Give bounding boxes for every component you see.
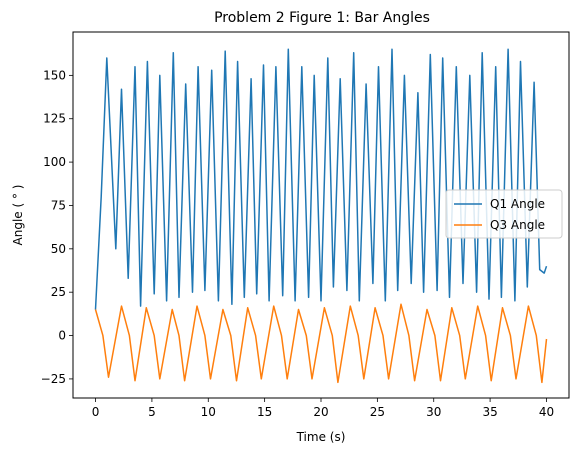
x-tick-label: 10 xyxy=(201,405,216,419)
x-tick-label: 35 xyxy=(482,405,497,419)
x-tick-label: 0 xyxy=(92,405,100,419)
x-tick-label: 5 xyxy=(148,405,156,419)
legend-label-q1: Q1 Angle xyxy=(490,197,545,211)
x-tick-label: 30 xyxy=(426,405,441,419)
y-tick-label: 150 xyxy=(43,68,66,82)
x-tick-label: 40 xyxy=(539,405,554,419)
x-axis-label: Time (s) xyxy=(296,430,346,444)
x-tick-label: 20 xyxy=(313,405,328,419)
y-tick-label: 125 xyxy=(43,112,66,126)
y-axis-label: Angle ( ° ) xyxy=(11,185,25,246)
y-tick-label: 0 xyxy=(58,329,66,343)
y-tick-label: 25 xyxy=(51,285,66,299)
series-line-q1 xyxy=(94,48,548,310)
y-tick-label: 50 xyxy=(51,242,66,256)
legend-box xyxy=(445,189,563,239)
y-axis-ticks: −25 0 25 50 75 100 125 150 xyxy=(41,68,73,386)
x-tick-label: 15 xyxy=(257,405,272,419)
series-line-q3 xyxy=(94,303,548,384)
y-tick-label: 100 xyxy=(43,155,66,169)
y-tick-label: 75 xyxy=(51,198,66,212)
chart-title: Problem 2 Figure 1: Bar Angles xyxy=(214,10,430,26)
y-tick-label: −25 xyxy=(41,372,66,386)
plot-series xyxy=(94,48,548,384)
x-axis-ticks: 0 5 10 15 20 25 30 35 40 xyxy=(92,398,554,419)
x-tick-label: 25 xyxy=(370,405,385,419)
legend-label-q3: Q3 Angle xyxy=(490,218,545,232)
legend: Q1 Angle Q3 Angle xyxy=(445,189,563,239)
